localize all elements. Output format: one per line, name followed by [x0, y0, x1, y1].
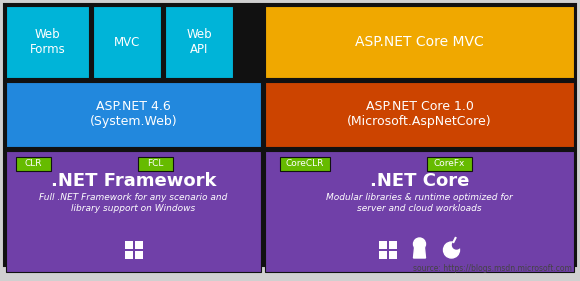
Bar: [93, 6, 161, 78]
Bar: [265, 6, 574, 78]
Text: CoreFx: CoreFx: [434, 160, 465, 169]
Text: Web
Forms: Web Forms: [30, 28, 66, 56]
Bar: [379, 251, 386, 259]
Bar: [265, 151, 574, 272]
Circle shape: [444, 242, 459, 258]
Bar: [427, 157, 472, 171]
Text: ASP.NET Core MVC: ASP.NET Core MVC: [355, 35, 484, 49]
Bar: [379, 241, 386, 249]
Bar: [138, 157, 173, 171]
Polygon shape: [414, 248, 426, 258]
Text: CLR: CLR: [25, 160, 42, 169]
Bar: [125, 251, 132, 259]
Bar: [135, 241, 143, 249]
Text: Full .NET Framework for any scenario and
library support on Windows: Full .NET Framework for any scenario and…: [39, 193, 228, 213]
Text: .NET Core: .NET Core: [370, 172, 469, 190]
Bar: [389, 251, 397, 259]
Bar: [6, 6, 89, 78]
Bar: [6, 151, 261, 272]
Circle shape: [414, 238, 426, 250]
Bar: [165, 6, 233, 78]
Text: ASP.NET 4.6
(System.Web): ASP.NET 4.6 (System.Web): [90, 101, 177, 128]
Bar: [389, 241, 397, 249]
Bar: [265, 82, 574, 147]
Bar: [125, 241, 132, 249]
Text: FCL: FCL: [147, 160, 164, 169]
Text: MVC: MVC: [114, 35, 140, 49]
Text: Web
API: Web API: [186, 28, 212, 56]
Text: .NET Framework: .NET Framework: [51, 172, 216, 190]
Text: Modular libraries & runtime optimized for
server and cloud workloads: Modular libraries & runtime optimized fo…: [326, 193, 513, 213]
Bar: [16, 157, 51, 171]
Text: CoreCLR: CoreCLR: [286, 160, 324, 169]
Bar: [6, 82, 261, 147]
Bar: [280, 157, 330, 171]
Circle shape: [452, 241, 461, 249]
Bar: [135, 251, 143, 259]
Text: source: https://blogs.msdn.microsoft.com: source: https://blogs.msdn.microsoft.com: [413, 264, 572, 273]
Text: ASP.NET Core 1.0
(Microsoft.AspNetCore): ASP.NET Core 1.0 (Microsoft.AspNetCore): [347, 101, 492, 128]
